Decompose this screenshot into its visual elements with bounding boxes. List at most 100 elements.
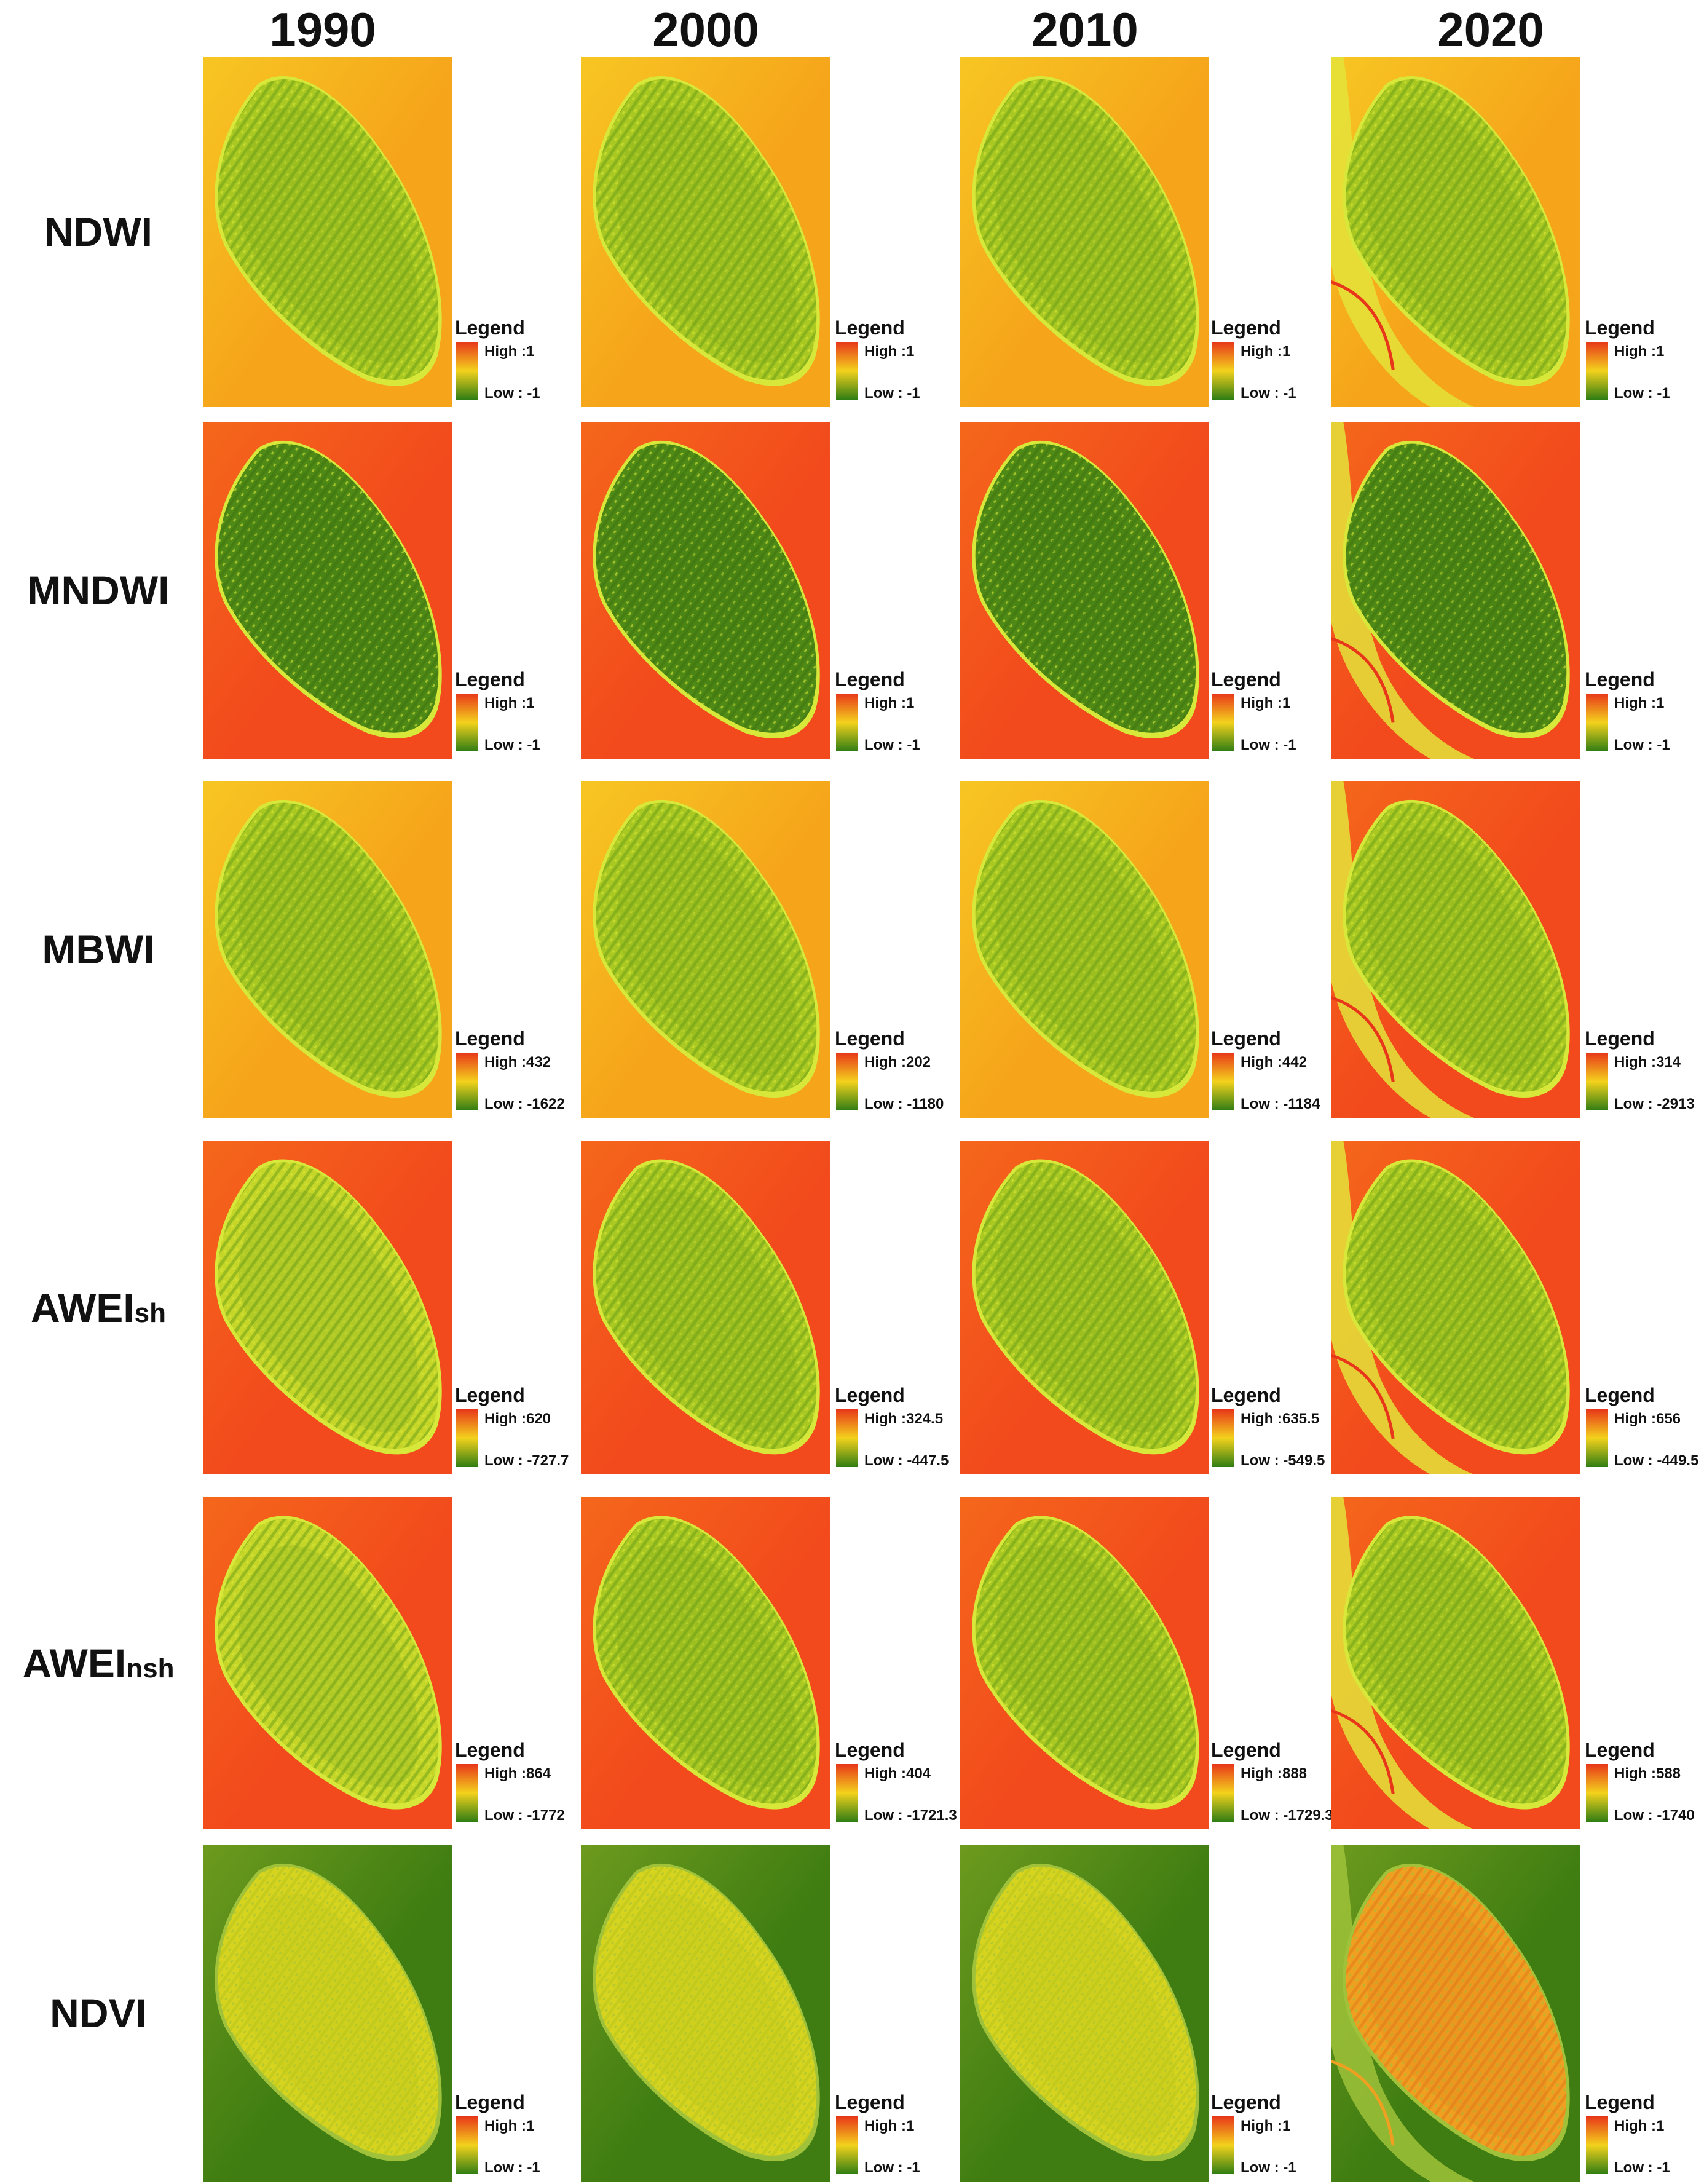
side-channel	[1331, 422, 1474, 759]
legend-low-value: Low : -1772	[484, 1807, 565, 1824]
map-legend: Legend High :442 Low : -1184	[1211, 1027, 1334, 1119]
legend-low-value: Low : -1	[864, 2159, 920, 2176]
island-core	[239, 829, 419, 1075]
legend-low-value: Low : -1	[484, 2159, 540, 2176]
legend-high-value: High :1	[864, 343, 915, 360]
index-map-mndwi-2000	[581, 422, 830, 759]
index-map-mbwi-2000	[581, 781, 830, 1118]
island-core	[239, 1893, 419, 2139]
island	[596, 443, 817, 733]
row-label-subscript: nsh	[126, 1653, 175, 1684]
side-channel	[1331, 1497, 1474, 1829]
index-map-ndvi-1990	[203, 1845, 452, 2182]
row-label-subscript: sh	[134, 1297, 167, 1328]
side-channel	[1331, 1845, 1474, 2182]
legend-color-ramp	[836, 342, 858, 400]
legend-high-value: High :314	[1614, 1054, 1681, 1070]
channel-line	[1331, 1709, 1395, 1794]
legend-title: Legend	[835, 668, 905, 690]
legend-high-value: High :1	[1614, 343, 1665, 360]
island-core	[617, 470, 797, 716]
legend-low-value: Low : -1	[1614, 737, 1670, 753]
legend-low-value: Low : -1	[1241, 737, 1296, 753]
map-legend: Legend High :404 Low : -1721.3	[835, 1738, 958, 1830]
row-label-mbwi: MBWI	[0, 925, 197, 974]
island	[218, 443, 439, 733]
island-core	[1367, 829, 1547, 1075]
island	[975, 802, 1196, 1092]
legend-high-value: High :432	[484, 1054, 551, 1070]
legend-color-ramp	[1212, 342, 1234, 400]
legend-title: Legend	[455, 1027, 525, 1050]
side-channel	[1331, 1141, 1474, 1474]
island	[218, 79, 439, 381]
legend-title: Legend	[455, 668, 525, 690]
legend-low-value: Low : -1	[1241, 2159, 1296, 2176]
map-legend: Legend High :1 Low : -1	[1585, 668, 1704, 760]
index-map-mbwi-1990	[203, 781, 452, 1118]
legend-high-value: High :620	[484, 1410, 551, 1427]
legend-high-value: High :1	[864, 695, 915, 711]
island-core	[239, 470, 419, 716]
row-label-main: NDVI	[50, 1990, 147, 2036]
map-legend: Legend High :314 Low : -2913	[1585, 1027, 1704, 1119]
index-map-ndvi-2000	[581, 1845, 830, 2182]
row-label-aweish: AWEIsh	[0, 1283, 197, 1338]
index-map-aweinsh-2000	[581, 1497, 830, 1829]
legend-high-value: High :1	[1614, 2118, 1665, 2134]
island-core	[1367, 1189, 1547, 1433]
legend-color-ramp	[456, 1409, 478, 1467]
legend-color-ramp	[836, 1053, 858, 1110]
map-legend: Legend High :635.5 Low : -549.5	[1211, 1383, 1334, 1476]
legend-color-ramp	[836, 694, 858, 751]
index-map-aweish-1990	[203, 1141, 452, 1474]
legend-title: Legend	[1211, 1384, 1281, 1406]
legend-high-value: High :1	[484, 695, 535, 711]
legend-title: Legend	[1211, 2091, 1281, 2113]
legend-title: Legend	[455, 1739, 525, 1761]
legend-color-ramp	[836, 1764, 858, 1822]
island	[218, 1866, 439, 2156]
row-label-main: AWEI	[22, 1640, 127, 1686]
map-legend: Legend High :588 Low : -1740	[1585, 1738, 1704, 1830]
legend-high-value: High :1	[484, 343, 535, 360]
island	[1346, 1162, 1567, 1449]
island	[596, 1162, 817, 1449]
legend-high-value: High :202	[864, 1054, 931, 1070]
legend-low-value: Low : -1622	[484, 1096, 565, 1112]
map-legend: Legend High :1 Low : -1	[455, 668, 578, 760]
map-legend: Legend High :1 Low : -1	[1211, 2091, 1334, 2183]
legend-color-ramp	[1586, 1409, 1608, 1467]
index-map-ndvi-2020	[1331, 1845, 1580, 2182]
legend-title: Legend	[835, 317, 905, 339]
index-map-ndwi-2020	[1331, 57, 1580, 407]
legend-high-value: High :1	[484, 2118, 535, 2134]
legend-high-value: High :656	[1614, 1410, 1681, 1427]
legend-title: Legend	[835, 2091, 905, 2113]
map-legend: Legend High :324.5 Low : -447.5	[835, 1383, 958, 1476]
island-core	[996, 829, 1176, 1075]
legend-title: Legend	[835, 1027, 905, 1050]
legend-low-value: Low : -2913	[1614, 1096, 1695, 1112]
row-label-ndvi: NDVI	[0, 1988, 197, 2038]
legend-high-value: High :1	[864, 2118, 915, 2134]
legend-low-value: Low : -1740	[1614, 1807, 1695, 1824]
row-label-main: MNDWI	[27, 568, 170, 613]
island	[1346, 1866, 1567, 2156]
legend-color-ramp	[836, 2116, 858, 2174]
legend-color-ramp	[456, 1053, 478, 1110]
legend-low-value: Low : -1	[864, 737, 920, 753]
legend-high-value: High :1	[1241, 2118, 1291, 2134]
map-legend: Legend High :1 Low : -1	[835, 2091, 958, 2183]
island-core	[996, 1893, 1176, 2139]
legend-title: Legend	[835, 1384, 905, 1406]
island	[1346, 79, 1567, 381]
legend-title: Legend	[455, 1384, 525, 1406]
legend-color-ramp	[456, 342, 478, 400]
island-core	[617, 1893, 797, 2139]
legend-color-ramp	[1212, 694, 1234, 751]
row-label-main: NDWI	[44, 209, 152, 255]
island-core	[996, 1545, 1176, 1787]
map-legend: Legend High :1 Low : -1	[455, 316, 578, 408]
channel-line	[1331, 280, 1395, 370]
